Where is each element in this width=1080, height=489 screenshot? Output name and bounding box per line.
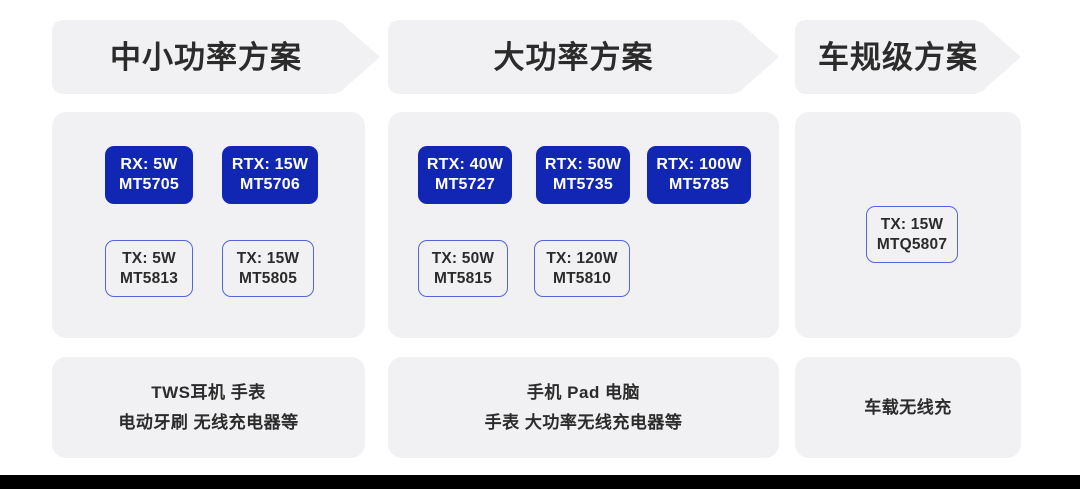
product-chip-mt5813[interactable]: TX: 5W MT5813 xyxy=(105,240,193,297)
chip-part-number: MTQ5807 xyxy=(876,235,948,253)
application-list-text: 车载无线充 xyxy=(864,397,952,417)
application-panel-low-mid-power: TWS耳机 手表 电动牙刷 无线充电器等 xyxy=(52,357,365,458)
header-banner-low-mid-power[interactable]: 中小功率方案 xyxy=(52,20,380,94)
chip-part-number: MT5735 xyxy=(553,176,613,193)
header-banner-row: 中小功率方案 大功率方案 车规级方案 xyxy=(0,20,1080,94)
chip-part-number: MT5727 xyxy=(435,176,495,193)
chip-power-label: RTX: 40W xyxy=(426,155,504,173)
header-banner-automotive-grade[interactable]: 车规级方案 xyxy=(795,20,1021,94)
application-list-text: TWS耳机 手表 电动牙刷 无线充电器等 xyxy=(118,382,299,432)
chip-power-label: RX: 5W xyxy=(120,155,178,173)
chip-part-number: MT5705 xyxy=(119,176,179,193)
chip-part-number: MT5706 xyxy=(240,176,300,193)
product-chip-mt5810[interactable]: TX: 120W MT5810 xyxy=(534,240,630,297)
chip-part-number: MT5813 xyxy=(119,269,179,287)
product-chip-mt5785[interactable]: RTX: 100W MT5785 xyxy=(647,146,751,204)
chip-power-label: RTX: 100W xyxy=(656,155,742,173)
chip-power-label: TX: 50W xyxy=(431,249,495,267)
chip-part-number: MT5810 xyxy=(552,269,612,287)
chip-part-number: MT5785 xyxy=(669,176,729,193)
header-banner-label: 中小功率方案 xyxy=(110,39,302,75)
product-panel-low-mid-power xyxy=(52,112,365,338)
chip-power-label: RTX: 15W xyxy=(231,155,309,173)
bottom-black-bar xyxy=(0,475,1080,489)
header-banner-label: 大功率方案 xyxy=(493,39,654,75)
chip-power-label: TX: 120W xyxy=(546,249,618,267)
product-chip-mt5815[interactable]: TX: 50W MT5815 xyxy=(418,240,508,297)
product-chip-mt5705[interactable]: RX: 5W MT5705 xyxy=(105,146,193,204)
chip-power-label: TX: 5W xyxy=(122,249,176,267)
product-chip-mt5706[interactable]: RTX: 15W MT5706 xyxy=(222,146,318,204)
product-chip-mt5727[interactable]: RTX: 40W MT5727 xyxy=(418,146,512,204)
chip-power-label: TX: 15W xyxy=(236,249,300,267)
header-banner-high-power[interactable]: 大功率方案 xyxy=(388,20,779,94)
chip-part-number: MT5805 xyxy=(238,269,298,287)
application-panel-high-power: 手机 Pad 电脑 手表 大功率无线充电器等 xyxy=(388,357,779,458)
chip-part-number: MT5815 xyxy=(433,269,493,287)
product-chip-mt5805[interactable]: TX: 15W MT5805 xyxy=(222,240,314,297)
chip-power-label: TX: 15W xyxy=(880,215,944,233)
header-banner-label: 车规级方案 xyxy=(818,39,978,75)
product-chip-mt5735[interactable]: RTX: 50W MT5735 xyxy=(536,146,630,204)
product-chip-mtq5807[interactable]: TX: 15W MTQ5807 xyxy=(866,206,958,263)
application-list-text: 手机 Pad 电脑 手表 大功率无线充电器等 xyxy=(484,382,683,432)
chip-power-label: RTX: 50W xyxy=(544,155,622,173)
application-panel-automotive-grade: 车载无线充 xyxy=(795,357,1021,458)
